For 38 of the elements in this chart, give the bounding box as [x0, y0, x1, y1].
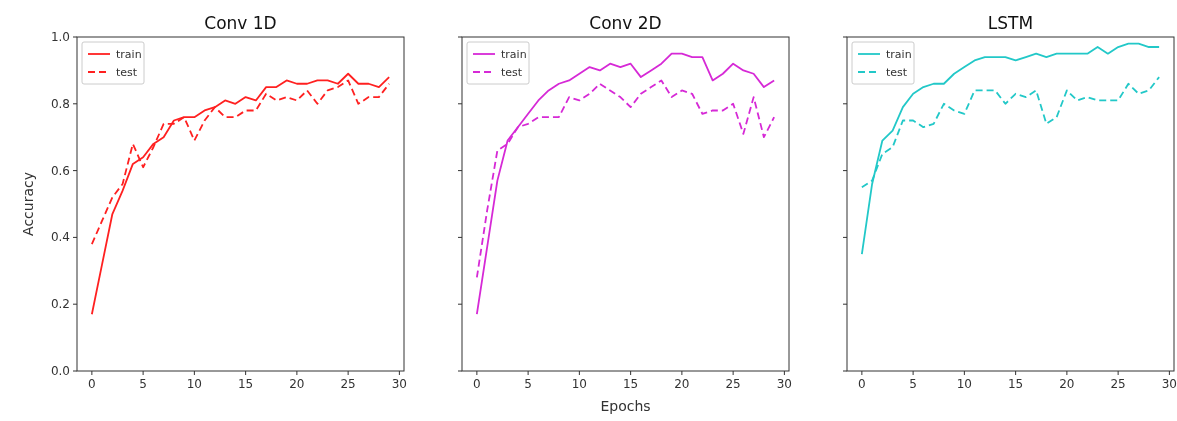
y-axis-title: Accuracy [20, 172, 36, 236]
x-tick-label: 30 [391, 377, 408, 391]
x-axis-title: Epochs [600, 398, 651, 414]
x-tick-label: 25 [1110, 377, 1126, 391]
legend-label: train [886, 48, 912, 61]
x-tick-label: 10 [186, 377, 203, 391]
x-tick-label: 20 [674, 377, 690, 391]
x-tick-label: 25 [725, 377, 741, 391]
y-tick-label: 0.2 [50, 297, 70, 312]
chart-title: LSTM [987, 13, 1034, 33]
x-tick-label: 5 [909, 377, 917, 391]
x-tick-label: 15 [237, 377, 254, 391]
legend-label: test [886, 66, 908, 79]
x-tick-label: 10 [956, 377, 973, 391]
y-tick-label: 0.8 [50, 96, 70, 111]
y-tick-label: 0.0 [50, 364, 70, 378]
x-tick-label: 25 [340, 377, 356, 391]
y-tick-label: 0.4 [50, 230, 70, 245]
x-tick-label: 5 [524, 377, 532, 391]
x-tick-label: 30 [776, 377, 793, 391]
x-tick-label: 20 [289, 377, 305, 391]
x-tick-label: 30 [1161, 377, 1177, 391]
x-tick-label: 0 [473, 377, 481, 391]
x-tick-label: 15 [622, 377, 639, 391]
x-tick-label: 0 [88, 377, 96, 391]
legend-label: train [501, 48, 527, 61]
chart-title: Conv 2D [589, 13, 662, 33]
legend-label: test [501, 66, 523, 79]
legend-label: train [116, 48, 142, 61]
x-tick-label: 15 [1007, 377, 1024, 391]
x-tick-label: 0 [858, 377, 866, 391]
chart-title: Conv 1D [204, 13, 277, 33]
x-tick-label: 20 [1059, 377, 1075, 391]
legend-label: test [116, 66, 138, 79]
x-tick-label: 10 [571, 377, 588, 391]
x-tick-label: 5 [139, 377, 147, 391]
y-tick-label: 0.6 [50, 163, 70, 178]
y-tick-label: 1.0 [50, 30, 70, 44]
